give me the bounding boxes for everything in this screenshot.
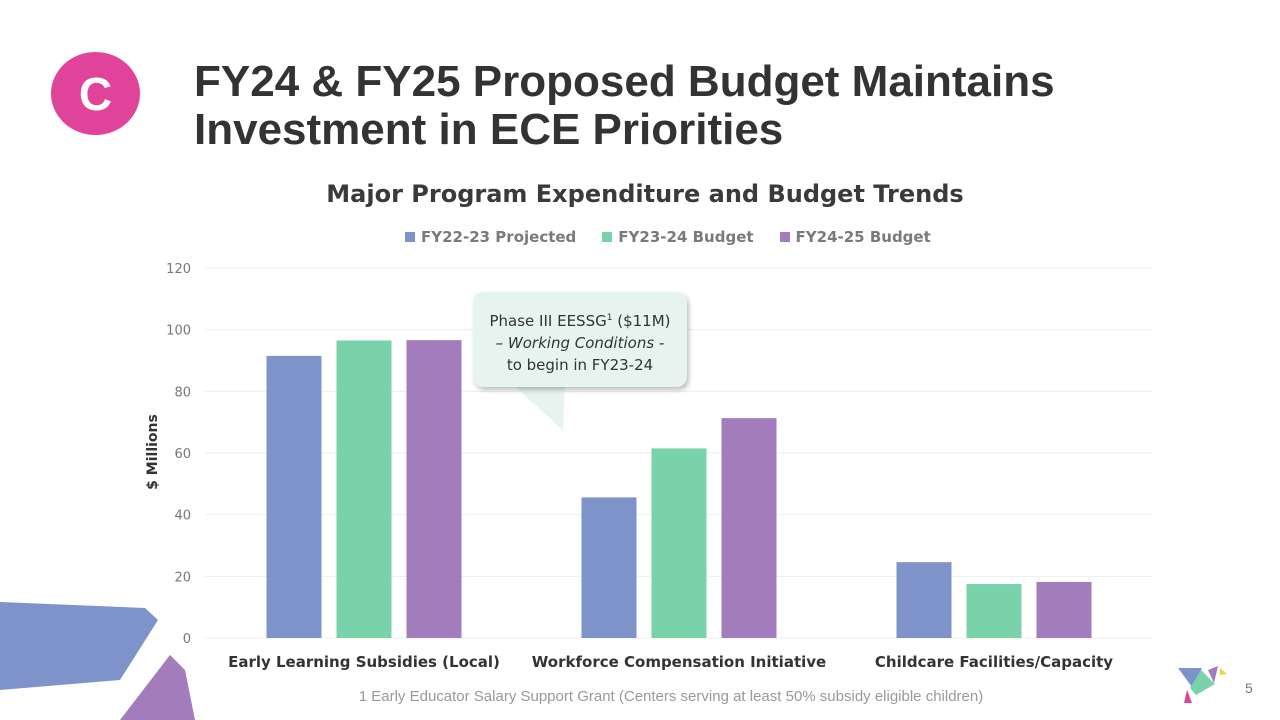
y-tick-label: 60 (174, 447, 191, 462)
slide-title: FY24 & FY25 Proposed Budget Maintains In… (194, 58, 1055, 154)
legend-label: FY23-24 Budget (618, 228, 754, 246)
callout-superscript: 1 (606, 313, 613, 323)
callout-tail (512, 384, 565, 430)
x-category-label: Early Learning Subsidies (Local) (228, 653, 500, 671)
callout-line-2: – Working Conditions - (495, 334, 665, 352)
legend-label: FY24-25 Budget (795, 228, 931, 246)
y-tick-label: 20 (174, 570, 191, 585)
legend-item-1: FY23-24 Budget (602, 228, 754, 246)
callout-text: Phase III EESSG (489, 312, 607, 330)
x-category-label: Childcare Facilities/Capacity (875, 653, 1113, 671)
bar-2-2 (1036, 581, 1092, 638)
footnote: 1 Early Educator Salary Support Grant (C… (358, 688, 984, 705)
legend-swatch (779, 232, 790, 242)
logo-icon (1178, 666, 1227, 703)
callout-line-1: Phase III EESSG1 ($11M) (473, 307, 687, 332)
bar-1-2 (966, 584, 1022, 638)
annotation-callout: Phase III EESSG1 ($11M) – Working Condit… (473, 292, 687, 387)
callout-amount: ($11M) (612, 312, 671, 330)
y-tick-label: 40 (174, 509, 191, 524)
bar-0-2 (896, 562, 952, 638)
title-line-1: FY24 & FY25 Proposed Budget Maintains (194, 57, 1055, 106)
chart-title: Major Program Expenditure and Budget Tre… (326, 180, 964, 208)
bar-0-0 (266, 355, 322, 638)
legend-swatch (602, 232, 613, 242)
decorative-shape-blue (0, 602, 158, 690)
x-category-label: Workforce Compensation Initiative (532, 653, 826, 671)
bar-1-1 (651, 448, 707, 638)
section-badge: C (51, 52, 140, 135)
y-tick-label: 120 (166, 262, 191, 277)
y-tick-label: 0 (183, 632, 191, 647)
legend-swatch (405, 232, 415, 242)
bar-2-1 (721, 418, 777, 638)
legend-item-2: FY24-25 Budget (779, 228, 931, 246)
bar-1-0 (336, 340, 392, 638)
decorative-shape-purple (120, 655, 195, 720)
callout-line-3: to begin in FY23-24 (506, 356, 654, 374)
chart-legend: FY22-23 Projected FY23-24 Budget FY24-25… (405, 228, 931, 246)
bar-0-1 (581, 497, 637, 638)
y-tick-label: 100 (166, 324, 191, 339)
title-line-2: Investment in ECE Priorities (194, 105, 784, 154)
y-tick-label: 80 (174, 385, 191, 400)
bar-2-0 (406, 340, 462, 638)
y-axis-label: $ Millions (145, 414, 161, 490)
page-number: 5 (1245, 680, 1253, 696)
legend-item-0: FY22-23 Projected (405, 228, 576, 246)
legend-label: FY22-23 Projected (421, 228, 577, 246)
